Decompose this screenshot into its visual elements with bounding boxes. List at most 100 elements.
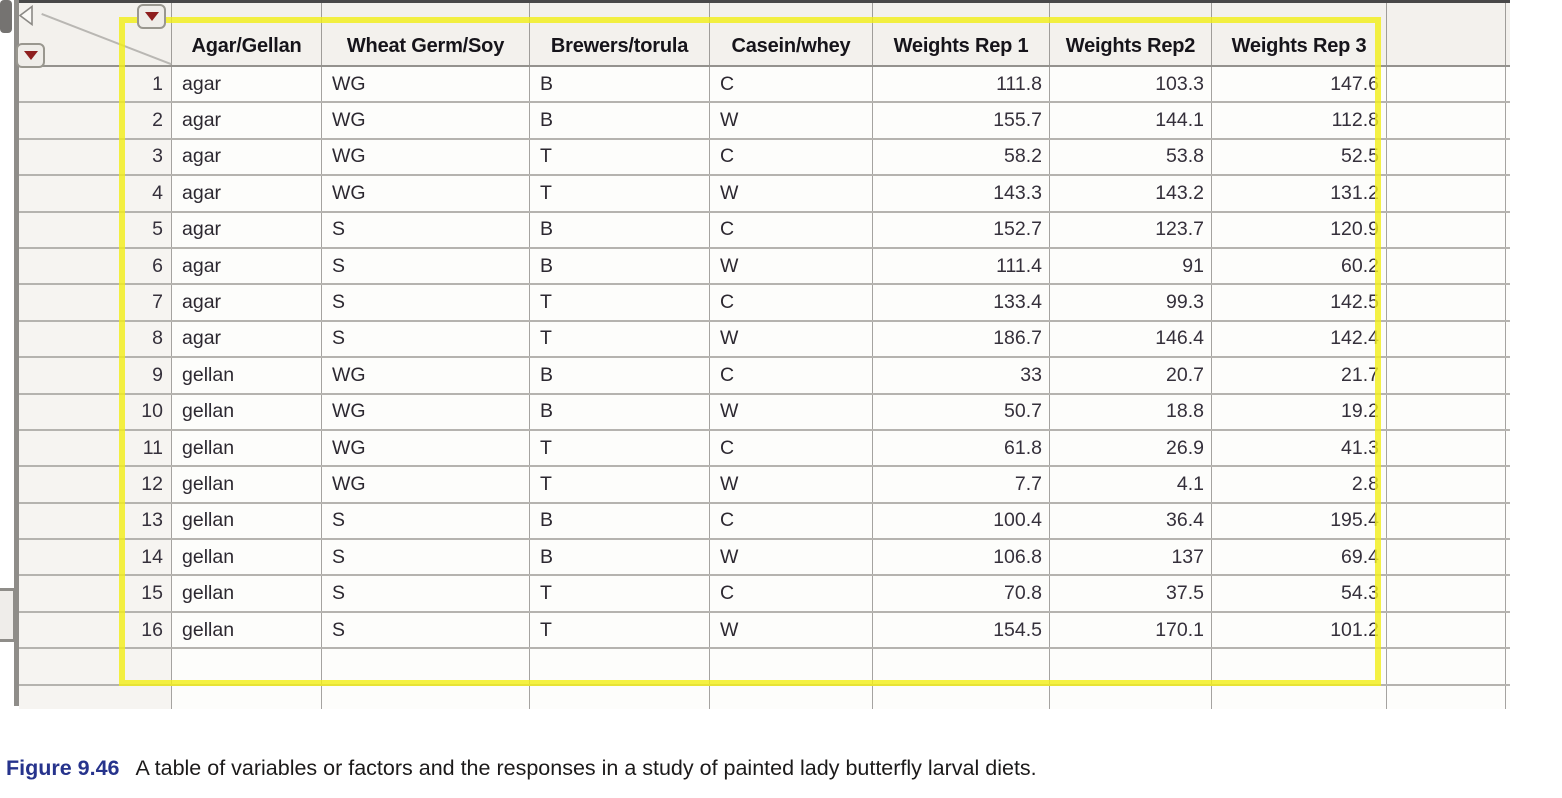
spare-cell[interactable] [1387, 503, 1506, 539]
factor-cell[interactable]: WG [322, 430, 530, 466]
factor-cell[interactable]: T [530, 430, 710, 466]
spare-cell[interactable] [1387, 576, 1506, 611]
factor-cell[interactable]: S [322, 285, 530, 320]
weight-cell[interactable]: 18.8 [1050, 394, 1212, 429]
factor-cell[interactable]: B [530, 358, 710, 393]
collapse-panel-icon[interactable] [17, 5, 34, 26]
row-number-cell[interactable]: 2 [19, 103, 172, 138]
weight-cell[interactable]: 120.9 [1212, 212, 1387, 247]
factor-cell[interactable]: C [710, 358, 873, 393]
spare-cell[interactable] [1387, 358, 1506, 393]
row-number-cell[interactable]: 16 [19, 612, 172, 648]
column-header-wheat-germ-soy[interactable]: Wheat Germ/Soy [322, 3, 530, 65]
factor-cell[interactable]: WG [322, 139, 530, 175]
row-number-cell[interactable]: 14 [19, 540, 172, 575]
spare-cell[interactable] [1387, 321, 1506, 357]
spare-cell[interactable] [1387, 285, 1506, 320]
row-number-cell[interactable]: 9 [19, 358, 172, 393]
spare-cell[interactable] [1387, 103, 1506, 138]
factor-cell[interactable]: W [710, 248, 873, 284]
scrollbar-thumb-top[interactable] [0, 0, 12, 33]
factor-cell[interactable] [322, 685, 530, 709]
weight-cell[interactable]: 99.3 [1050, 285, 1212, 320]
factor-cell[interactable]: C [710, 576, 873, 611]
row-number-cell[interactable]: 10 [19, 394, 172, 429]
weight-cell[interactable]: 106.8 [873, 540, 1050, 575]
factor-cell[interactable]: C [710, 285, 873, 320]
factor-cell[interactable]: gellan [172, 612, 322, 648]
factor-cell[interactable]: WG [322, 103, 530, 138]
scrollbar-thumb-bottom[interactable] [0, 588, 16, 642]
factor-cell[interactable]: C [710, 67, 873, 102]
weight-cell[interactable]: 36.4 [1050, 503, 1212, 539]
factor-cell[interactable]: S [322, 321, 530, 357]
spare-cell[interactable] [1387, 176, 1506, 211]
weight-cell[interactable]: 54.3 [1212, 576, 1387, 611]
weight-cell[interactable]: 133.4 [873, 285, 1050, 320]
weight-cell[interactable]: 2.8 [1212, 467, 1387, 502]
weight-cell[interactable]: 154.5 [873, 612, 1050, 648]
factor-cell[interactable]: gellan [172, 540, 322, 575]
factor-cell[interactable] [710, 685, 873, 709]
spare-cell[interactable] [1387, 685, 1506, 709]
factor-cell[interactable]: W [710, 321, 873, 357]
factor-cell[interactable]: gellan [172, 467, 322, 502]
weight-cell[interactable]: 53.8 [1050, 139, 1212, 175]
spare-cell[interactable] [1387, 248, 1506, 284]
weight-cell[interactable] [873, 649, 1050, 684]
row-number-cell[interactable]: 7 [19, 285, 172, 320]
weight-cell[interactable]: 7.7 [873, 467, 1050, 502]
weight-cell[interactable]: 112.8 [1212, 103, 1387, 138]
factor-cell[interactable]: agar [172, 176, 322, 211]
row-number-cell[interactable]: 6 [19, 248, 172, 284]
weight-cell[interactable]: 144.1 [1050, 103, 1212, 138]
factor-cell[interactable]: agar [172, 285, 322, 320]
weight-cell[interactable]: 146.4 [1050, 321, 1212, 357]
factor-cell[interactable]: WG [322, 176, 530, 211]
factor-cell[interactable]: agar [172, 103, 322, 138]
weight-cell[interactable]: 33 [873, 358, 1050, 393]
factor-cell[interactable]: B [530, 103, 710, 138]
weight-cell[interactable]: 143.3 [873, 176, 1050, 211]
rows-menu-button[interactable] [16, 43, 45, 68]
weight-cell[interactable]: 52.5 [1212, 139, 1387, 175]
factor-cell[interactable]: WG [322, 467, 530, 502]
weight-cell[interactable]: 143.2 [1050, 176, 1212, 211]
factor-cell[interactable]: WG [322, 394, 530, 429]
row-number-cell[interactable]: 12 [19, 467, 172, 502]
factor-cell[interactable]: B [530, 394, 710, 429]
weight-cell[interactable] [1212, 649, 1387, 684]
column-header-weights-rep2[interactable]: Weights Rep2 [1050, 3, 1212, 65]
weight-cell[interactable]: 123.7 [1050, 212, 1212, 247]
factor-cell[interactable] [530, 685, 710, 709]
weight-cell[interactable]: 147.6 [1212, 67, 1387, 102]
row-number-cell[interactable]: 5 [19, 212, 172, 247]
spare-cell[interactable] [1387, 67, 1506, 102]
weight-cell[interactable]: 170.1 [1050, 612, 1212, 648]
factor-cell[interactable] [710, 649, 873, 684]
factor-cell[interactable]: S [322, 212, 530, 247]
factor-cell[interactable]: S [322, 248, 530, 284]
factor-cell[interactable]: W [710, 103, 873, 138]
spare-cell[interactable] [1387, 467, 1506, 502]
row-number-cell[interactable]: 8 [19, 321, 172, 357]
factor-cell[interactable]: S [322, 540, 530, 575]
factor-cell[interactable]: W [710, 467, 873, 502]
table-menu-button[interactable] [137, 4, 166, 29]
factor-cell[interactable]: T [530, 176, 710, 211]
factor-cell[interactable]: agar [172, 321, 322, 357]
weight-cell[interactable] [1050, 685, 1212, 709]
weight-cell[interactable]: 41.3 [1212, 430, 1387, 466]
factor-cell[interactable]: gellan [172, 503, 322, 539]
weight-cell[interactable]: 19.2 [1212, 394, 1387, 429]
factor-cell[interactable]: gellan [172, 394, 322, 429]
row-number-cell[interactable]: 1 [19, 67, 172, 102]
weight-cell[interactable]: 61.8 [873, 430, 1050, 466]
factor-cell[interactable]: gellan [172, 430, 322, 466]
factor-cell[interactable]: agar [172, 248, 322, 284]
factor-cell[interactable]: S [322, 612, 530, 648]
column-header-casein-whey[interactable]: Casein/whey [710, 3, 873, 65]
factor-cell[interactable]: S [322, 576, 530, 611]
weight-cell[interactable]: 26.9 [1050, 430, 1212, 466]
weight-cell[interactable]: 111.8 [873, 67, 1050, 102]
